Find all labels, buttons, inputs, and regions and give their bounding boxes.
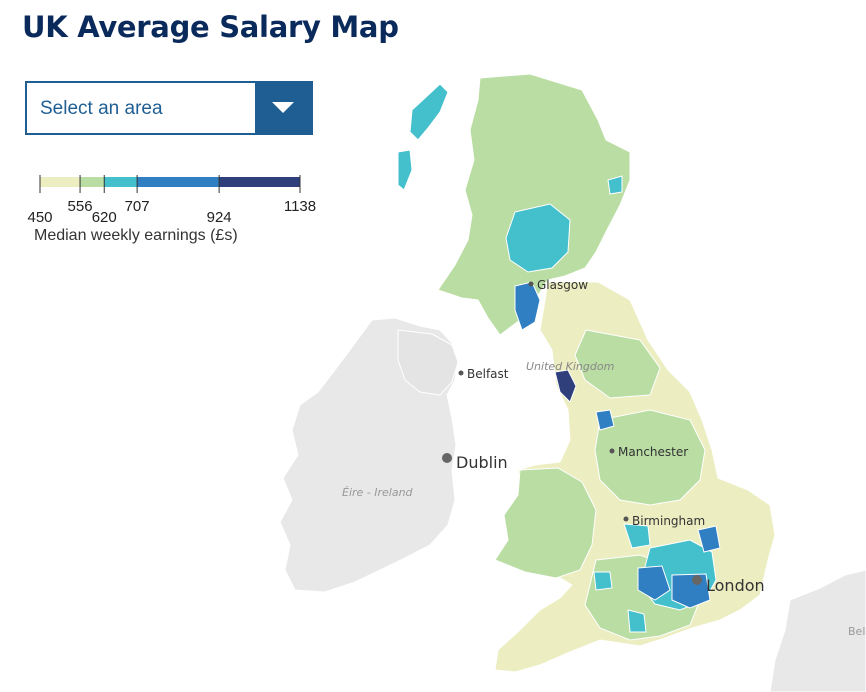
aberdeen-area[interactable] [607, 175, 623, 195]
manchester-label: Manchester [618, 445, 688, 459]
legend-break-label: 450 [27, 209, 52, 226]
thames-valley-area[interactable] [637, 565, 671, 601]
cumbria-area[interactable] [554, 369, 577, 403]
chevron-down-icon [272, 102, 294, 113]
uk-region-label: United Kingdom [526, 360, 614, 373]
legend-title: Median weekly earnings (£s) [34, 227, 238, 244]
cambridge-area[interactable] [697, 525, 721, 553]
legend-break-label: 707 [125, 198, 150, 215]
legend-swatch [40, 177, 81, 187]
wales-region[interactable] [494, 467, 597, 579]
northern-ireland-outline [397, 329, 459, 396]
lancashire-area[interactable] [595, 409, 615, 431]
continent-landmass [769, 569, 866, 692]
north-west-region[interactable] [574, 329, 661, 399]
legend-break-label: 620 [92, 209, 117, 226]
legend-break-label: 1138 [284, 198, 316, 215]
legend-swatch [80, 177, 105, 187]
midlands-region[interactable] [594, 409, 706, 506]
legend-break-label: 556 [68, 198, 93, 215]
dublin-marker [442, 453, 452, 463]
birmingham-area[interactable] [623, 523, 651, 549]
bristol-area[interactable] [593, 571, 613, 591]
legend-swatch [104, 177, 138, 187]
belgium-region-label: Bel [848, 625, 865, 638]
birmingham-marker [623, 516, 629, 522]
ireland-region-label: Éire - Ireland [342, 486, 414, 499]
ayrshire-area[interactable] [514, 281, 541, 331]
glasgow-marker [528, 281, 534, 287]
perth-kinross-area[interactable] [505, 203, 571, 273]
ireland-landmass [279, 317, 459, 593]
oxford-area[interactable] [627, 609, 647, 633]
london-label: London [706, 576, 765, 595]
belfast-label: Belfast [467, 367, 509, 381]
page-title: UK Average Salary Map [22, 10, 399, 44]
legend-swatch [219, 177, 300, 187]
london-area[interactable] [671, 573, 711, 609]
scotland-region[interactable] [437, 73, 631, 336]
area-select[interactable]: Select an area [25, 81, 313, 135]
skye-region[interactable] [397, 149, 413, 191]
area-select-toggle[interactable] [255, 83, 311, 133]
legend-break-label: 924 [207, 209, 232, 226]
legend-swatch [137, 177, 220, 187]
belfast-marker [458, 370, 464, 376]
glasgow-label: Glasgow [537, 278, 588, 292]
area-select-label: Select an area [40, 98, 163, 119]
western-isles-region[interactable] [409, 83, 449, 141]
england-wales-region[interactable] [494, 281, 776, 673]
london-marker [692, 575, 702, 585]
birmingham-label: Birmingham [632, 514, 705, 528]
manchester-marker [609, 448, 615, 454]
dublin-label: Dublin [456, 453, 508, 472]
south-region[interactable] [584, 554, 701, 641]
home-counties-area[interactable] [639, 539, 717, 611]
